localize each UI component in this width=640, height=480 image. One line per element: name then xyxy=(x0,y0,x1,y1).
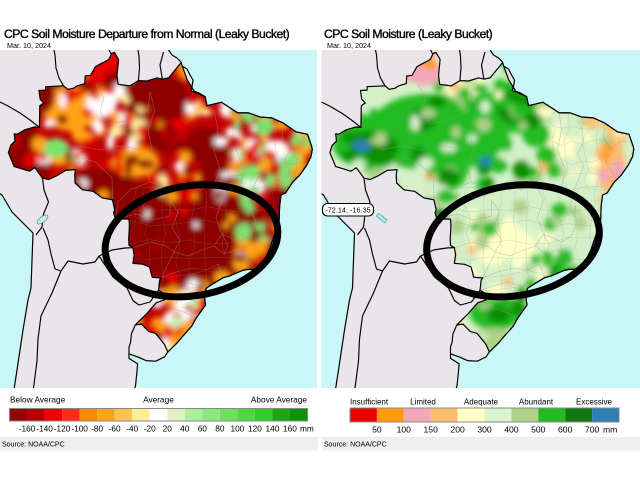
svg-text:Source: NOAA/CPC: Source: NOAA/CPC xyxy=(324,442,387,449)
svg-text:-60: -60 xyxy=(109,424,121,434)
svg-text:150: 150 xyxy=(424,425,439,435)
svg-text:60: 60 xyxy=(198,424,208,434)
svg-text:-20: -20 xyxy=(144,424,156,434)
svg-text:mm: mm xyxy=(300,424,314,434)
svg-text:Below Average: Below Average xyxy=(10,395,66,405)
svg-text:40: 40 xyxy=(180,424,190,434)
svg-text:100: 100 xyxy=(397,425,412,435)
svg-text:Abundant: Abundant xyxy=(519,398,554,407)
svg-text:-40: -40 xyxy=(126,424,138,434)
svg-text:-160: -160 xyxy=(19,424,36,434)
svg-text:-100: -100 xyxy=(71,424,88,434)
svg-text:mm: mm xyxy=(603,425,617,435)
svg-text:CPC Soil Moisture Departure fr: CPC Soil Moisture Departure from Normal … xyxy=(4,27,290,41)
svg-text:Adequate: Adequate xyxy=(464,398,499,407)
svg-text:140: 140 xyxy=(266,424,280,434)
svg-text:Limited: Limited xyxy=(410,398,436,407)
svg-text:Insufficient: Insufficient xyxy=(350,398,389,407)
svg-text:Mar. 10, 2024: Mar. 10, 2024 xyxy=(327,41,371,50)
svg-text:80: 80 xyxy=(215,424,225,434)
svg-text:50: 50 xyxy=(372,425,382,435)
svg-text:Excessive: Excessive xyxy=(576,398,613,407)
svg-text:600: 600 xyxy=(558,425,573,435)
svg-text:-140: -140 xyxy=(36,424,53,434)
svg-text:200: 200 xyxy=(450,425,465,435)
svg-text:400: 400 xyxy=(504,425,519,435)
svg-text:Source: NOAA/CPC: Source: NOAA/CPC xyxy=(2,442,65,449)
svg-text:300: 300 xyxy=(477,425,492,435)
svg-text:500: 500 xyxy=(531,425,546,435)
svg-text:700: 700 xyxy=(585,425,600,435)
svg-text:100: 100 xyxy=(230,424,244,434)
svg-text:Above Average: Above Average xyxy=(251,395,308,405)
svg-text:Mar. 10, 2024: Mar. 10, 2024 xyxy=(7,41,51,50)
svg-text:120: 120 xyxy=(248,424,262,434)
svg-text:-80: -80 xyxy=(91,424,103,434)
svg-text:-120: -120 xyxy=(54,424,71,434)
svg-text:20: 20 xyxy=(163,424,173,434)
svg-text:Average: Average xyxy=(143,395,174,405)
svg-text:CPC Soil Moisture (Leaky Bucke: CPC Soil Moisture (Leaky Bucket) xyxy=(324,27,493,41)
svg-text:-72.14, -16.35: -72.14, -16.35 xyxy=(325,206,370,215)
svg-text:160: 160 xyxy=(283,424,297,434)
